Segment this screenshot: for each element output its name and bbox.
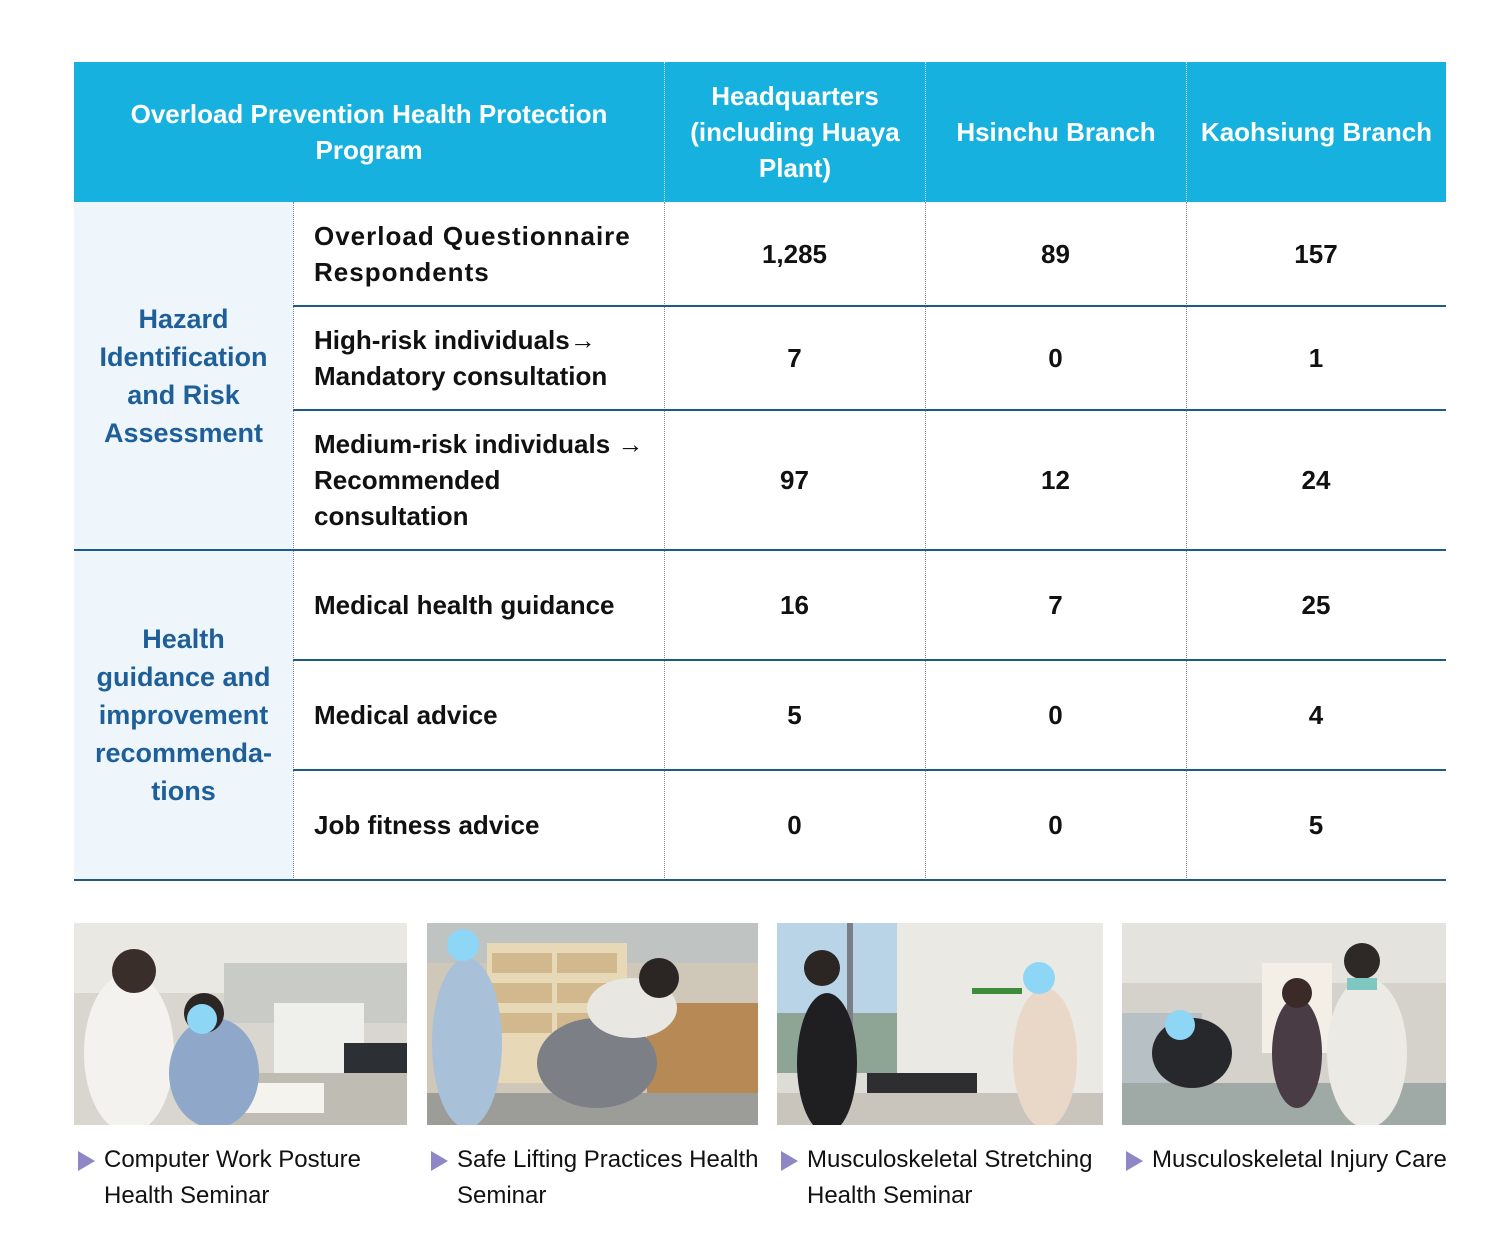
column-divider bbox=[293, 202, 294, 880]
header-program: Overload Prevention Health Protection Pr… bbox=[74, 62, 664, 202]
table-bottom-rule bbox=[74, 879, 1446, 881]
value-cell: 157 bbox=[1294, 239, 1338, 269]
column-divider bbox=[925, 202, 926, 880]
triangle-bullet-icon bbox=[431, 1151, 448, 1171]
item-questionnaire-respondents: Overload Questionnaire Respondents bbox=[314, 221, 631, 287]
value-cell: 1 bbox=[1308, 343, 1324, 373]
value-cell: 0 bbox=[787, 810, 802, 840]
value-cell: 1,285 bbox=[761, 239, 828, 269]
row-divider bbox=[293, 659, 1446, 661]
value-cell: 25 bbox=[1301, 590, 1331, 620]
value-cell: 7 bbox=[787, 343, 802, 373]
item-high-risk: High-risk individuals→ Mandatory consult… bbox=[314, 325, 608, 391]
caption-text: Computer Work Posture Health Seminar bbox=[104, 1146, 361, 1209]
value-cell: 0 bbox=[1048, 810, 1063, 840]
value-cell: 12 bbox=[1041, 465, 1070, 495]
header-headquarters: Headquarters (including Huaya Plant) bbox=[664, 62, 925, 202]
value-cell: 7 bbox=[1048, 590, 1063, 620]
triangle-bullet-icon bbox=[781, 1151, 798, 1171]
caption-injury-care: Musculoskeletal Injury Care bbox=[1122, 1142, 1480, 1178]
value-cell: 89 bbox=[1041, 239, 1070, 269]
photo-injury-care bbox=[1122, 923, 1446, 1125]
triangle-bullet-icon bbox=[1126, 1151, 1143, 1171]
caption-text: Musculoskeletal Stretching Health Semina… bbox=[807, 1146, 1093, 1209]
caption-safe-lifting: Safe Lifting Practices Health Seminar bbox=[427, 1142, 772, 1214]
category-health-guidance: Health guidance and improvement recommen… bbox=[74, 550, 293, 880]
header-hsinchu: Hsinchu Branch bbox=[925, 62, 1186, 202]
category-hazard-identification: Hazard Identification and Risk Assessmen… bbox=[74, 202, 293, 550]
header-kaohsiung: Kaohsiung Branch bbox=[1186, 62, 1446, 202]
caption-text: Musculoskeletal Injury Care bbox=[1152, 1146, 1447, 1173]
value-cell: 0 bbox=[1048, 700, 1063, 730]
value-cell: 4 bbox=[1308, 700, 1324, 730]
column-divider bbox=[664, 202, 665, 880]
photo-computer-posture-seminar bbox=[74, 923, 407, 1125]
column-divider bbox=[1186, 202, 1187, 880]
caption-text: Safe Lifting Practices Health Seminar bbox=[457, 1146, 759, 1209]
photo-stretching-seminar bbox=[777, 923, 1103, 1125]
caption-computer-posture: Computer Work Posture Health Seminar bbox=[74, 1142, 407, 1214]
row-divider bbox=[293, 305, 1446, 307]
value-cell: 5 bbox=[1308, 810, 1324, 840]
value-cell: 0 bbox=[1048, 343, 1063, 373]
caption-stretching: Musculoskeletal Stretching Health Semina… bbox=[777, 1142, 1117, 1214]
triangle-bullet-icon bbox=[78, 1151, 95, 1171]
value-cell: 5 bbox=[787, 700, 802, 730]
row-divider bbox=[293, 769, 1446, 771]
item-medical-advice: Medical advice bbox=[314, 700, 498, 730]
value-cell: 97 bbox=[780, 465, 809, 495]
photo-safe-lifting-seminar bbox=[427, 923, 758, 1125]
item-job-fitness-advice: Job fitness advice bbox=[314, 810, 540, 840]
value-cell: 24 bbox=[1301, 465, 1331, 495]
value-cell: 16 bbox=[780, 590, 809, 620]
section-divider bbox=[74, 549, 1446, 551]
item-medium-risk: Medium-risk individuals → Recommended co… bbox=[314, 429, 644, 531]
row-divider bbox=[293, 409, 1446, 411]
item-medical-health-guidance: Medical health guidance bbox=[314, 590, 615, 620]
